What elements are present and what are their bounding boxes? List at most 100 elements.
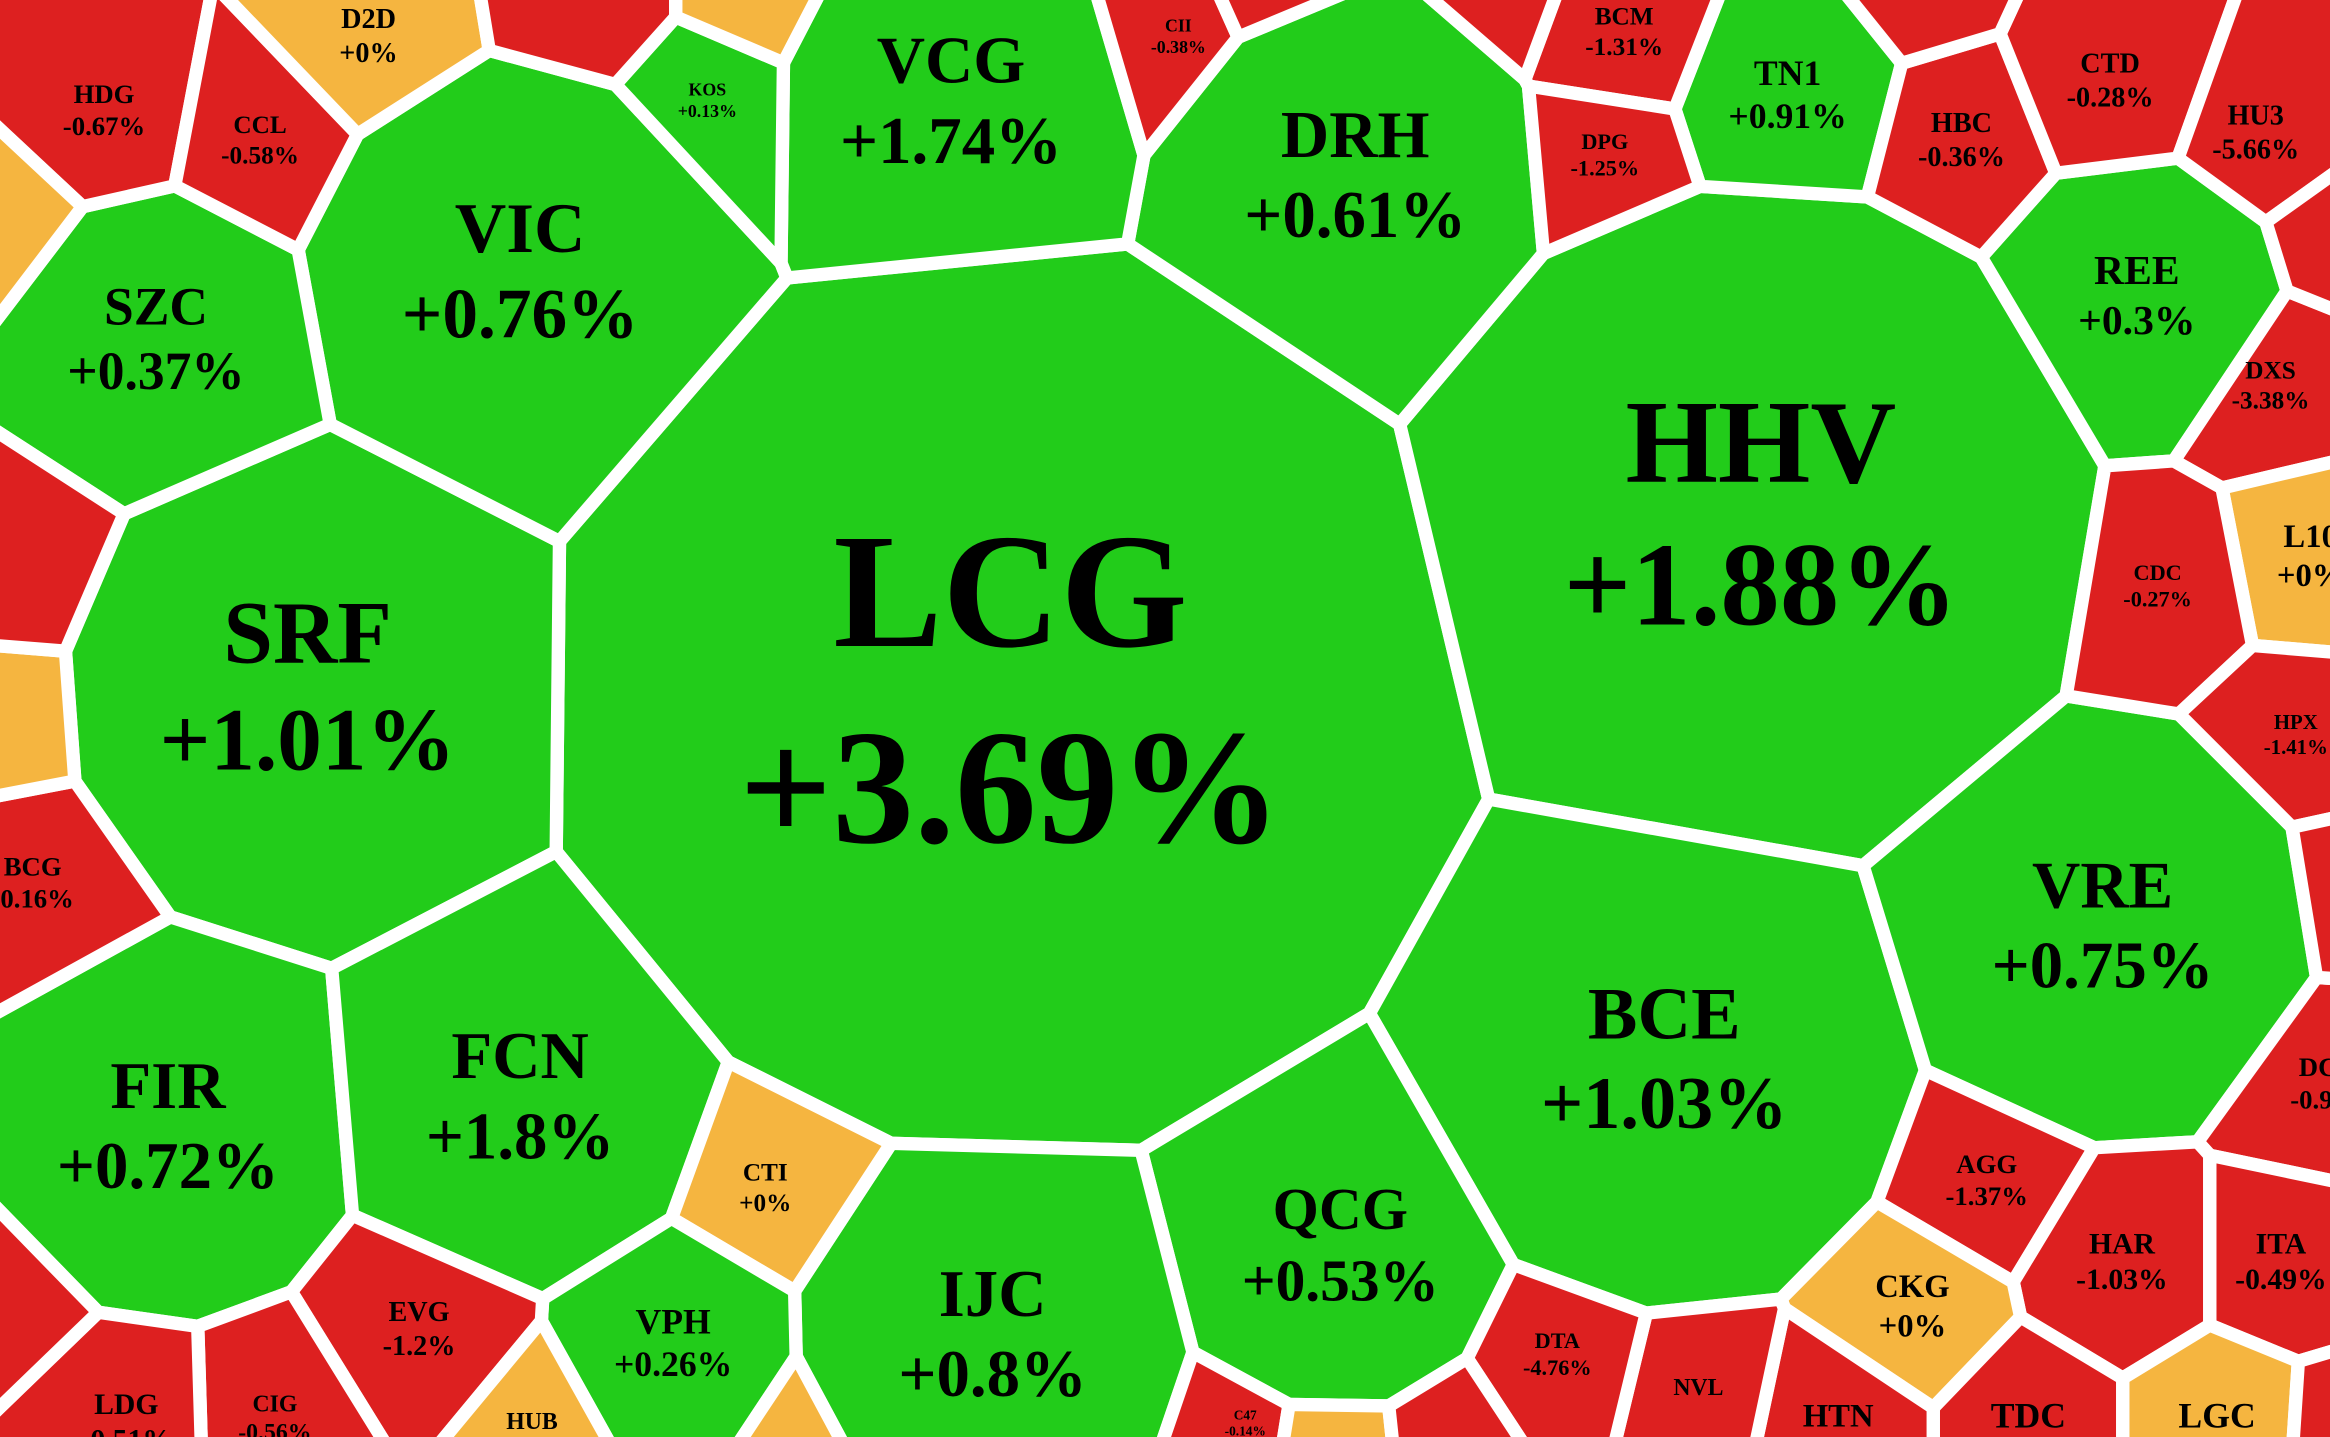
cell <box>1422 0 1562 87</box>
change: -0.58% <box>221 141 299 169</box>
ticker: QCG <box>1273 1176 1408 1242</box>
change: +0.76% <box>402 275 639 354</box>
cell <box>2172 638 2330 834</box>
change: +3.69% <box>739 697 1282 878</box>
ticker: DPG <box>1581 129 1628 154</box>
ticker: IJC <box>939 1257 1047 1331</box>
change: -0.16% <box>0 884 74 914</box>
ticker: C47 <box>1234 1407 1257 1422</box>
change: +0.26% <box>614 1344 732 1384</box>
ticker: DRH <box>1281 98 1430 172</box>
ticker: CDC <box>2134 560 2182 585</box>
change: -0.49% <box>2235 1264 2327 1296</box>
ticker: TN1 <box>1754 53 1821 93</box>
cell <box>1521 79 1707 261</box>
ticker: TDC <box>1991 1395 2066 1435</box>
ticker: HHV <box>1625 376 1896 508</box>
ticker: HU3 <box>2227 101 2283 132</box>
change: +0% <box>339 38 397 69</box>
ticker: CTD <box>2080 49 2140 80</box>
change: -3.38% <box>2232 387 2310 415</box>
change: +0.37% <box>67 341 245 401</box>
ticker: HUB <box>506 1409 558 1435</box>
change: +1.8% <box>426 1099 615 1173</box>
ticker: HAR <box>2089 1229 2156 1261</box>
change: +0% <box>2277 558 2330 594</box>
change: -0.51% <box>81 1425 173 1437</box>
ticker: AGG <box>1956 1149 2017 1179</box>
cell <box>474 0 683 92</box>
ticker: D2D <box>341 4 396 35</box>
ticker: ITA <box>2256 1229 2307 1261</box>
change: +0% <box>1879 1308 1947 1344</box>
change: -0.56% <box>238 1420 311 1437</box>
cell <box>669 0 824 70</box>
cell <box>1842 0 2024 70</box>
cell <box>2259 168 2330 316</box>
ticker: BCM <box>1595 3 1654 31</box>
cell <box>534 1211 803 1437</box>
change: -5.66% <box>2212 135 2299 166</box>
ticker: LCG <box>833 501 1187 682</box>
change: +0.3% <box>2078 297 2195 343</box>
ticker: SZC <box>104 277 208 337</box>
ticker: CIG <box>252 1392 297 1418</box>
change: +0.53% <box>1242 1248 1439 1314</box>
cell <box>0 120 90 327</box>
ticker: LDG <box>94 1389 158 1421</box>
cell <box>436 1314 614 1437</box>
cell <box>734 1349 848 1437</box>
cell <box>1609 1292 1792 1437</box>
change: -1.03% <box>2076 1264 2168 1296</box>
change: +1.88% <box>1564 519 1959 651</box>
cell <box>1214 0 1346 44</box>
ticker: L10 <box>2283 519 2330 555</box>
ticker: HPX <box>2274 711 2318 734</box>
cell <box>0 639 82 803</box>
ticker: CII <box>1165 15 1192 35</box>
change: -1.41% <box>2264 736 2328 759</box>
change: -0.91 <box>2290 1084 2330 1114</box>
ticker: VRE <box>2032 848 2173 922</box>
ticker: KOS <box>688 79 726 99</box>
change: -0.14% <box>1225 1423 1266 1437</box>
cell <box>1926 1310 2130 1437</box>
ticker: CCL <box>233 111 286 139</box>
cell <box>2285 812 2330 985</box>
change: -1.25% <box>1571 156 1640 181</box>
cell <box>2286 1344 2330 1437</box>
change: -0.27% <box>2123 587 2192 612</box>
ticker: NVL <box>1673 1375 1723 1401</box>
change: -1.31% <box>1585 33 1663 61</box>
change: -0.67% <box>63 111 145 141</box>
change: +0.72% <box>57 1129 279 1203</box>
ticker: FCN <box>451 1019 588 1093</box>
ticker: DTA <box>1535 1328 1580 1353</box>
ticker: DC <box>2299 1052 2330 1082</box>
ticker: VCG <box>877 24 1026 98</box>
change: +0.75% <box>1992 929 2214 1003</box>
ticker: BCE <box>1588 974 1741 1056</box>
change: +0.13% <box>678 101 737 121</box>
cell <box>1382 1351 1527 1437</box>
ticker: HBC <box>1931 108 1992 139</box>
change: -1.37% <box>1946 1181 2028 1211</box>
ticker: VPH <box>636 1301 712 1341</box>
change: -4.76% <box>1523 1355 1592 1380</box>
ticker: EVG <box>388 1297 449 1328</box>
ticker: FIR <box>110 1049 226 1123</box>
ticker: REE <box>2094 247 2180 293</box>
change: -0.36% <box>1918 142 2005 173</box>
ticker: LGC <box>2178 1395 2255 1435</box>
change: +0.8% <box>898 1337 1087 1411</box>
change: +1.01% <box>160 691 456 789</box>
ticker: VIC <box>455 189 586 268</box>
change: +1.03% <box>1541 1063 1788 1145</box>
cell <box>1460 1257 1654 1437</box>
cell <box>0 425 131 658</box>
change: -0.28% <box>2067 83 2154 114</box>
change: -1.2% <box>383 1331 456 1362</box>
cell <box>1277 1397 1399 1437</box>
ticker: DXS <box>2245 356 2296 384</box>
